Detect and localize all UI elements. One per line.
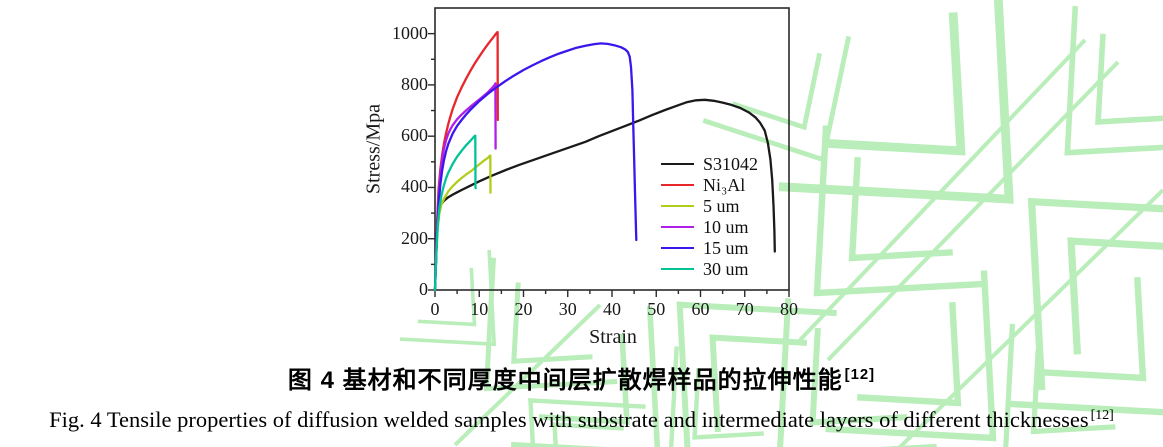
x-tick-label: 10 xyxy=(470,299,489,319)
legend-label: 10 um xyxy=(703,216,749,237)
legend-label: 15 um xyxy=(703,237,749,258)
y-tick-label: 0 xyxy=(419,279,428,299)
legend-label: 30 um xyxy=(703,258,749,279)
legend-line-sample xyxy=(661,246,694,249)
legend: S31042 Ni₃Al 5 um 10 um 15 um 30 um xyxy=(661,153,758,279)
legend-label: 5 um xyxy=(703,195,740,216)
x-tick-label: 30 xyxy=(558,299,577,319)
x-tick-label: 80 xyxy=(780,299,798,319)
legend-entry-5-um: 5 um xyxy=(661,195,758,216)
watermark-stroke xyxy=(826,60,1120,362)
x-axis-label: Strain xyxy=(589,326,637,348)
watermark-stroke xyxy=(898,188,1163,447)
caption-english: Fig. 4 Tensile properties of diffusion w… xyxy=(0,407,1163,433)
legend-label: S31042 xyxy=(703,153,759,174)
legend-entry-15-um: 15 um xyxy=(661,237,758,258)
watermark-pattern xyxy=(398,0,1163,447)
legend-line-sample xyxy=(661,204,694,207)
x-tick-label: 70 xyxy=(735,299,754,319)
caption-chinese-reference: [12] xyxy=(844,367,876,383)
x-tick-label: 50 xyxy=(647,299,666,319)
caption-english-reference: [12] xyxy=(1090,407,1114,423)
legend-entry-10-um: 10 um xyxy=(661,216,758,237)
curve-15-um xyxy=(433,42,638,292)
plot-area xyxy=(428,7,790,297)
caption-chinese: 图 4 基材和不同厚度中间层扩散焊样品的拉伸性能 [12] xyxy=(0,360,1163,395)
y-tick-label: 1000 xyxy=(392,22,428,43)
x-tick-label: 60 xyxy=(691,299,710,319)
curve-30-um xyxy=(433,134,477,292)
y-tick-label: 800 xyxy=(401,73,428,94)
legend-line-sample xyxy=(661,162,694,165)
legend-entry-ni-al: Ni₃Al xyxy=(661,174,758,195)
y-tick-label: 400 xyxy=(401,176,428,197)
legend-label: Ni₃Al xyxy=(703,174,746,195)
legend-line-sample xyxy=(661,225,694,228)
y-tick-label: 200 xyxy=(401,227,428,248)
x-tick-label: 40 xyxy=(603,299,621,319)
legend-entry-30-um: 30 um xyxy=(661,258,758,279)
axis-ticks xyxy=(428,32,790,297)
x-tick-label: 0 xyxy=(430,299,440,319)
caption-chinese-text: 图 4 基材和不同厚度中间层扩散焊样品的拉伸性能 xyxy=(287,367,843,394)
data-curves xyxy=(433,30,776,292)
curve-s31042 xyxy=(433,98,776,292)
watermark-glyph xyxy=(998,6,1163,222)
curve-5-um xyxy=(433,154,492,292)
watermark-stroke xyxy=(453,303,602,447)
y-tick-label: 600 xyxy=(401,125,428,146)
legend-line-sample xyxy=(661,267,694,270)
curve-10-um xyxy=(433,82,497,292)
watermark-stroke xyxy=(798,38,1087,342)
legend-entry-s31042: S31042 xyxy=(661,153,758,174)
caption-english-text: Fig. 4 Tensile properties of diffusion w… xyxy=(49,407,1089,432)
legend-line-sample xyxy=(661,183,694,186)
x-tick-label: 20 xyxy=(514,299,533,319)
